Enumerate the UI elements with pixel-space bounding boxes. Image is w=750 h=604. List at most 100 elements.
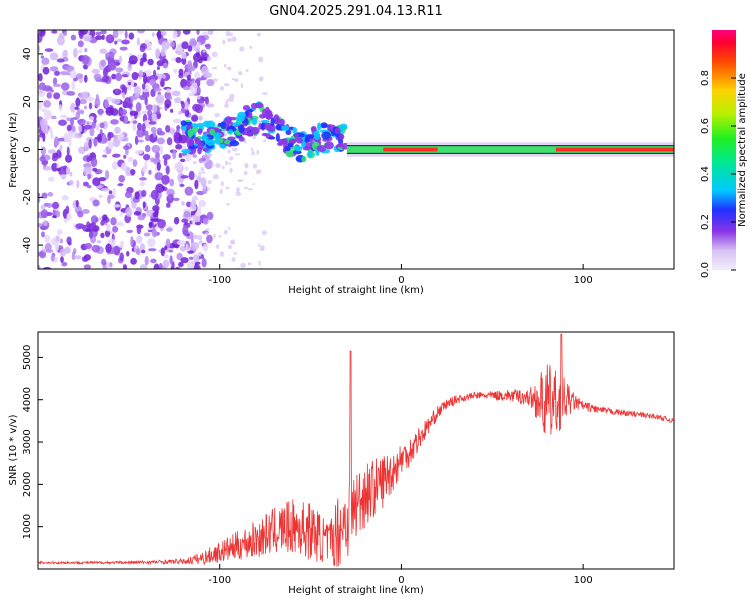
noise-blob [162, 259, 170, 269]
noise-blob [147, 109, 153, 118]
noise-blob [38, 192, 41, 197]
noise-blob [151, 144, 161, 153]
noise-blob [256, 149, 260, 155]
noise-blob [183, 210, 191, 218]
noise-blob [233, 252, 237, 255]
noise-blob [191, 114, 199, 123]
noise-blob [66, 124, 72, 132]
noise-blob [249, 45, 253, 49]
noise-blob [95, 35, 103, 41]
signal-blob [250, 126, 260, 135]
noise-blob [205, 43, 211, 50]
noise-blob [207, 30, 212, 35]
noise-blob [83, 166, 92, 177]
noise-blob [123, 154, 127, 159]
noise-blob [168, 95, 173, 101]
noise-blob [110, 119, 119, 125]
noise-blob [52, 83, 62, 87]
signal-blob [308, 150, 313, 158]
noise-blob [50, 115, 57, 120]
noise-blob [104, 99, 109, 109]
signal-blob [281, 125, 290, 131]
signal-blob [284, 146, 291, 152]
noise-blob [248, 188, 253, 191]
noise-blob [55, 210, 61, 218]
noise-blob [128, 55, 138, 65]
noise-blob [135, 248, 141, 256]
spectrogram-ytick-label: -40 [22, 237, 33, 253]
noise-blob [93, 137, 98, 147]
noise-blob [148, 121, 157, 125]
noise-blob [111, 73, 117, 80]
noise-blob [137, 215, 146, 221]
noise-blob [86, 121, 90, 125]
noise-blob [222, 39, 226, 45]
noise-blob [205, 228, 210, 231]
noise-blob [199, 56, 208, 61]
noise-blob [191, 260, 196, 265]
noise-blob [99, 48, 108, 54]
noise-blob [139, 177, 147, 181]
signal-blob [251, 117, 258, 126]
noise-blob [42, 124, 49, 135]
noise-blob [59, 248, 67, 257]
signal-blob [287, 143, 294, 148]
signal-blob [238, 136, 245, 142]
noise-blob [100, 232, 105, 239]
noise-blob [120, 240, 124, 246]
noise-blob [186, 201, 192, 208]
noise-blob [100, 220, 105, 226]
noise-blob [108, 62, 117, 71]
noise-blob [47, 149, 56, 154]
noise-blob [120, 84, 126, 91]
noise-blob [135, 102, 142, 112]
noise-blob [227, 32, 234, 37]
signal-blob [189, 138, 195, 147]
noise-blob [151, 104, 158, 113]
signal-blob [197, 128, 203, 134]
noise-blob [152, 211, 159, 218]
noise-blob [136, 37, 140, 46]
noise-blob [180, 158, 186, 163]
noise-blob [114, 126, 121, 134]
noise-blob [73, 77, 77, 82]
noise-blob [225, 186, 230, 190]
noise-blob [86, 156, 91, 162]
noise-blob [200, 254, 205, 260]
noise-blob [114, 40, 118, 45]
noise-blob [78, 92, 86, 99]
signal-blob [334, 127, 341, 135]
noise-blob [141, 123, 146, 132]
noise-blob [202, 217, 209, 225]
noise-blob [78, 98, 87, 105]
noise-blob [162, 154, 171, 160]
noise-blob [102, 154, 108, 158]
noise-blob [179, 183, 185, 187]
noise-blob [75, 199, 79, 208]
noise-blob [239, 46, 245, 52]
signal-blob [294, 132, 299, 140]
noise-blob [200, 177, 207, 187]
noise-blob [213, 233, 216, 239]
noise-blob [247, 262, 252, 266]
noise-blob [56, 167, 62, 172]
noise-blob [206, 79, 215, 87]
noise-blob [152, 205, 160, 212]
noise-blob [156, 73, 166, 80]
noise-blob [121, 39, 130, 45]
noise-blob [140, 249, 146, 254]
noise-blob [165, 88, 172, 93]
noise-blob [134, 94, 140, 98]
noise-blob [244, 186, 249, 190]
noise-blob [178, 68, 184, 76]
noise-blob [196, 41, 202, 47]
colorbar-axes: 0.0 0.2 0.4 0.6 0.8 [700, 70, 736, 278]
noise-blob [198, 115, 203, 121]
signal-blob [242, 104, 251, 111]
noise-blob [92, 177, 101, 187]
noise-blob [155, 183, 165, 194]
noise-blob [38, 44, 41, 53]
noise-blob [156, 66, 160, 71]
noise-blob [187, 63, 193, 73]
noise-blob [194, 242, 200, 249]
